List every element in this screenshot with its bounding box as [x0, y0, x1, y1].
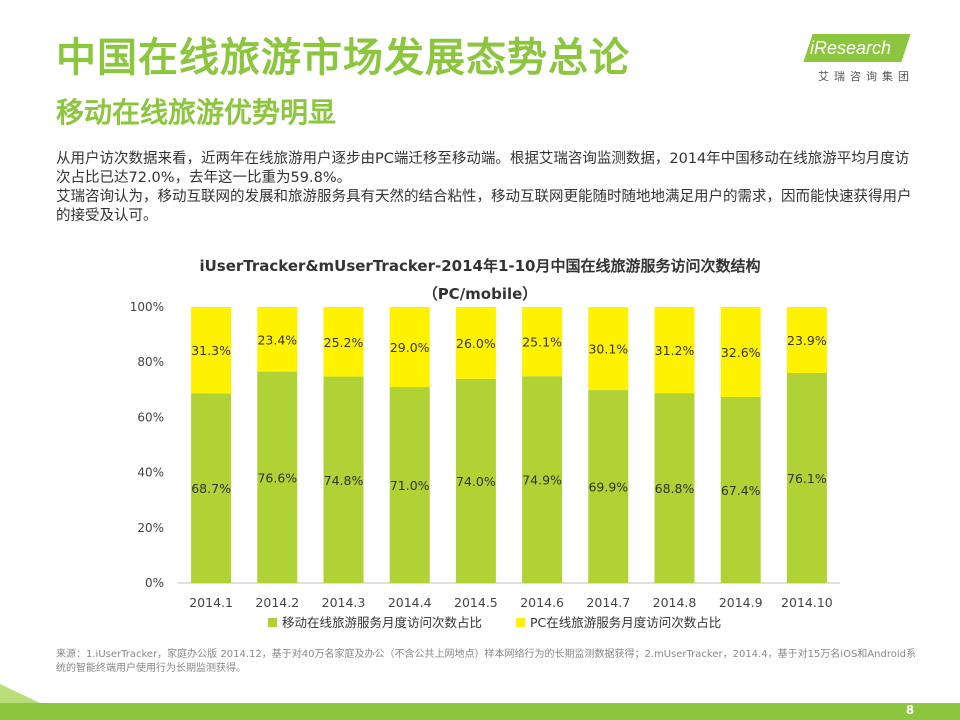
data-label: 76.1% — [787, 471, 827, 486]
y-tick-label: 100% — [130, 300, 164, 314]
x-tick-label: 2014.7 — [586, 595, 630, 610]
bar-segment-pc — [257, 307, 298, 372]
bar-segment-pc — [323, 307, 364, 377]
legend-label: 移动在线旅游服务月度访问次数占比 — [282, 615, 482, 630]
data-label: 25.1% — [522, 335, 562, 350]
data-label: 74.9% — [522, 473, 562, 488]
x-tick-label: 2014.8 — [653, 595, 697, 610]
x-tick-label: 2014.5 — [454, 595, 498, 610]
bar-segment-pc — [191, 307, 232, 394]
data-label: 31.3% — [191, 343, 231, 358]
bar-segment-mobile — [786, 372, 827, 583]
page-subtitle: 移动在线旅游优势明显 — [56, 96, 337, 129]
data-label: 68.8% — [655, 481, 695, 496]
chart-title: iUserTracker&mUserTracker-2014年1-10月中国在线… — [199, 257, 761, 275]
data-label: 30.1% — [588, 342, 628, 357]
y-tick-label: 80% — [137, 355, 164, 369]
x-tick-label: 2014.1 — [189, 595, 233, 610]
body-paragraph-2: 艾瑞咨询认为，移动互联网的发展和旅游服务具有天然的结合粘性，移动互联网更能随时随… — [56, 189, 912, 224]
x-tick-label: 2014.4 — [388, 595, 432, 610]
data-label: 76.6% — [257, 470, 297, 485]
bar-segment-mobile — [323, 376, 364, 583]
data-label: 23.9% — [787, 333, 827, 348]
bar-segment-mobile — [522, 376, 563, 583]
y-tick-label: 0% — [145, 576, 164, 590]
data-label: 74.8% — [324, 473, 364, 488]
body-paragraph-1: 从用户访次数据来看，近两年在线旅游用户逐步由PC端迁移至移动端。根据艾瑞咨询监测… — [56, 151, 910, 186]
source-note: 来源：1.iUserTracker，家庭办公版 2014.12，基于对40万名家… — [56, 649, 916, 674]
corner-decoration — [0, 684, 40, 703]
page-title: 中国在线旅游市场发展态势总论 — [56, 35, 630, 81]
bar-segment-pc — [720, 307, 761, 397]
data-label: 25.2% — [324, 335, 364, 350]
legend-swatch — [516, 618, 525, 627]
bar-segment-mobile — [720, 396, 761, 583]
bar-segment-mobile — [455, 378, 496, 583]
x-tick-label: 2014.10 — [781, 595, 833, 610]
logo-text: iResearch — [810, 38, 892, 58]
iresearch-logo: iResearch 艾瑞咨询集团 — [800, 32, 911, 90]
y-tick-label: 60% — [137, 410, 164, 424]
bar-segment-pc — [389, 307, 430, 388]
body-text: 从用户访次数据来看，近两年在线旅游用户逐步由PC端迁移至移动端。根据艾瑞咨询监测… — [56, 150, 916, 226]
bar-segment-mobile — [257, 371, 298, 583]
data-label: 29.0% — [390, 340, 430, 355]
data-label: 26.0% — [456, 336, 496, 351]
data-label: 71.0% — [390, 478, 430, 493]
chart-title-block: iUserTracker&mUserTracker-2014年1-10月中国在线… — [120, 252, 840, 308]
bar-segment-pc — [455, 307, 496, 379]
bar-segment-mobile — [191, 393, 232, 583]
data-label: 69.9% — [588, 480, 628, 495]
data-label: 67.4% — [721, 483, 761, 498]
y-tick-label: 20% — [137, 521, 164, 535]
chart-subtitle: （PC/mobile） — [422, 285, 538, 303]
legend-swatch — [268, 618, 277, 627]
x-tick-label: 2014.2 — [255, 595, 299, 610]
y-tick-label: 40% — [137, 466, 164, 480]
data-label: 74.0% — [456, 474, 496, 489]
bar-segment-mobile — [588, 390, 629, 583]
data-label: 32.6% — [721, 345, 761, 360]
bar-segment-pc — [786, 307, 827, 373]
x-tick-label: 2014.9 — [719, 595, 763, 610]
data-label: 23.4% — [257, 332, 297, 347]
x-tick-label: 2014.6 — [520, 595, 564, 610]
bar-segment-pc — [654, 307, 695, 394]
bar-segment-mobile — [654, 393, 695, 583]
page-number: 8 — [905, 703, 915, 717]
bar-segment-pc — [588, 307, 629, 391]
data-label: 68.7% — [191, 481, 231, 496]
x-tick-label: 2014.3 — [322, 595, 366, 610]
bar-segment-pc — [522, 307, 563, 377]
data-label: 31.2% — [655, 343, 695, 358]
logo-cn-text: 艾瑞咨询集团 — [818, 70, 914, 83]
legend-label: PC在线旅游服务月度访问次数占比 — [530, 615, 721, 630]
bottom-band — [0, 703, 960, 720]
bar-segment-mobile — [389, 387, 430, 583]
